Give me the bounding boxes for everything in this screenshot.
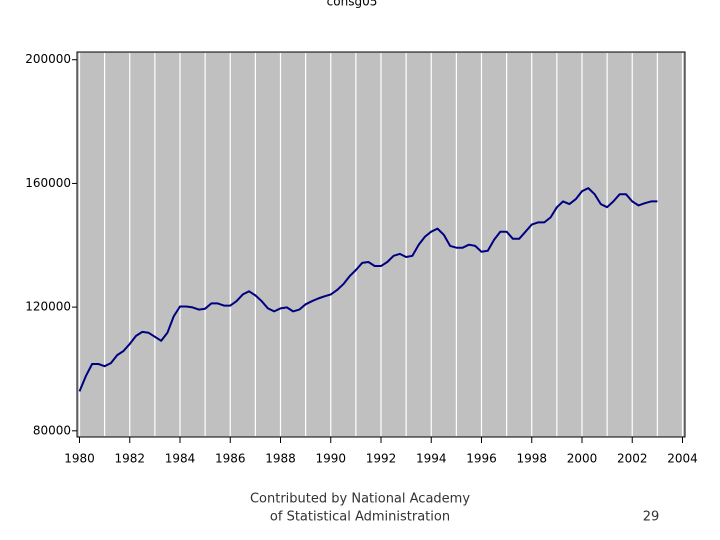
- y-tick-label: 80000: [33, 423, 71, 437]
- x-tick-label: 1996: [466, 452, 497, 466]
- chart-title: consg05: [327, 0, 378, 9]
- x-tick-label: 1982: [114, 452, 145, 466]
- x-tick-label: 1990: [315, 452, 346, 466]
- credit: Contributed by National Academy: [250, 492, 470, 507]
- x-tick-label: 1984: [165, 452, 196, 466]
- x-tick-label: 1998: [516, 452, 547, 466]
- credit: of Statistical Administration: [270, 510, 450, 525]
- x-tick-label: 1988: [265, 452, 296, 466]
- x-tick-label: 1992: [366, 452, 397, 466]
- data-line: [78, 187, 658, 392]
- page-number: 29: [643, 510, 660, 525]
- x-tick-label: 2002: [617, 452, 648, 466]
- x-tick-label: 1980: [64, 452, 95, 466]
- x-tick-label: 2000: [567, 452, 598, 466]
- x-tick-label: 2004: [667, 452, 698, 466]
- y-tick-label: 160000: [25, 176, 71, 190]
- x-tick-label: 1986: [215, 452, 246, 466]
- y-tick-label: 200000: [25, 52, 71, 66]
- x-tick-label: 1994: [416, 452, 447, 466]
- y-tick-label: 120000: [25, 300, 71, 314]
